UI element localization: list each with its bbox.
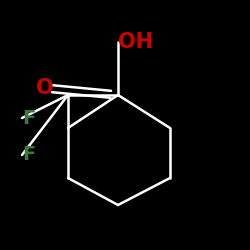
Text: F: F xyxy=(22,108,35,128)
Text: O: O xyxy=(36,78,54,98)
Text: OH: OH xyxy=(118,32,153,52)
Text: F: F xyxy=(22,146,35,165)
